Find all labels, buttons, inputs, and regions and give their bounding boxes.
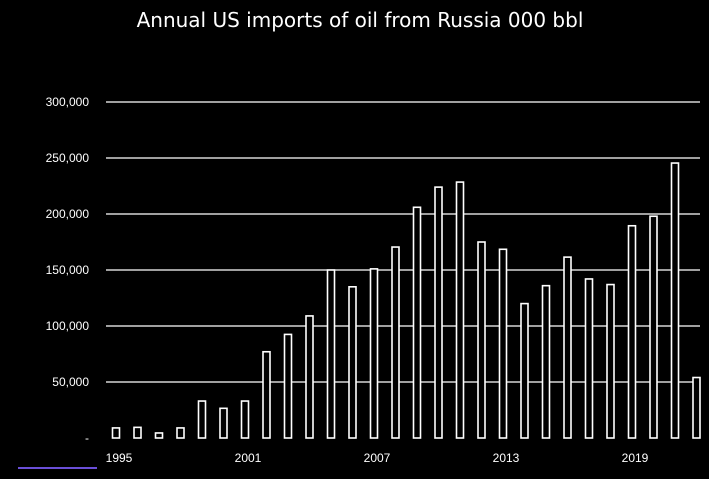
bar-2019 — [627, 224, 637, 439]
bar-2017 — [584, 278, 594, 439]
bar-2000 — [219, 407, 228, 439]
bars — [111, 162, 701, 439]
gridlines — [106, 101, 700, 383]
bar-2008 — [391, 246, 400, 439]
bar-1999 — [197, 400, 207, 439]
bar-2002 — [262, 350, 271, 439]
y-tick-label: - — [85, 431, 89, 445]
bar-2005 — [326, 269, 336, 439]
x-axis-ticks: 1995 2001 2007 2013 2019 — [106, 451, 649, 465]
chart-title: Annual US imports of oil from Russia 000… — [137, 8, 584, 32]
bar-1995 — [111, 427, 121, 439]
y-tick-label: 100,000 — [46, 319, 90, 333]
x-tick-label: 2013 — [493, 451, 520, 465]
bar-2006 — [348, 285, 357, 439]
y-tick-label: 200,000 — [46, 207, 90, 221]
x-tick-label: 2019 — [622, 451, 649, 465]
bar-2013 — [498, 248, 508, 439]
bar-2007 — [369, 268, 379, 439]
bar-2009 — [412, 206, 422, 439]
y-tick-label: 150,000 — [46, 263, 90, 277]
x-tick-label: 2001 — [235, 451, 262, 465]
y-tick-label: 300,000 — [46, 95, 90, 109]
bar-2022 — [692, 376, 701, 439]
y-axis-ticks: - 50,000 100,000 150,000 200,000 250,000 300,0… — [46, 95, 90, 445]
bar-1998 — [176, 427, 185, 439]
bar-2018 — [606, 283, 615, 439]
bar-1997 — [154, 432, 164, 439]
bar-2010 — [434, 186, 443, 439]
bar-2004 — [305, 315, 314, 439]
bar-2020 — [649, 215, 658, 439]
bar-2016 — [563, 256, 572, 439]
y-tick-label: 50,000 — [52, 375, 89, 389]
x-tick-label: 1995 — [106, 451, 133, 465]
bar-2021 — [670, 162, 680, 439]
y-tick-label: 250,000 — [46, 151, 90, 165]
bar-2012 — [477, 241, 486, 439]
bar-2003 — [283, 333, 293, 439]
x-tick-label: 2007 — [364, 451, 391, 465]
bar-1996 — [133, 426, 142, 439]
bar-2011 — [455, 181, 465, 439]
bar-2001 — [240, 400, 250, 439]
bar-2015 — [541, 284, 551, 439]
bar-2014 — [520, 302, 529, 439]
